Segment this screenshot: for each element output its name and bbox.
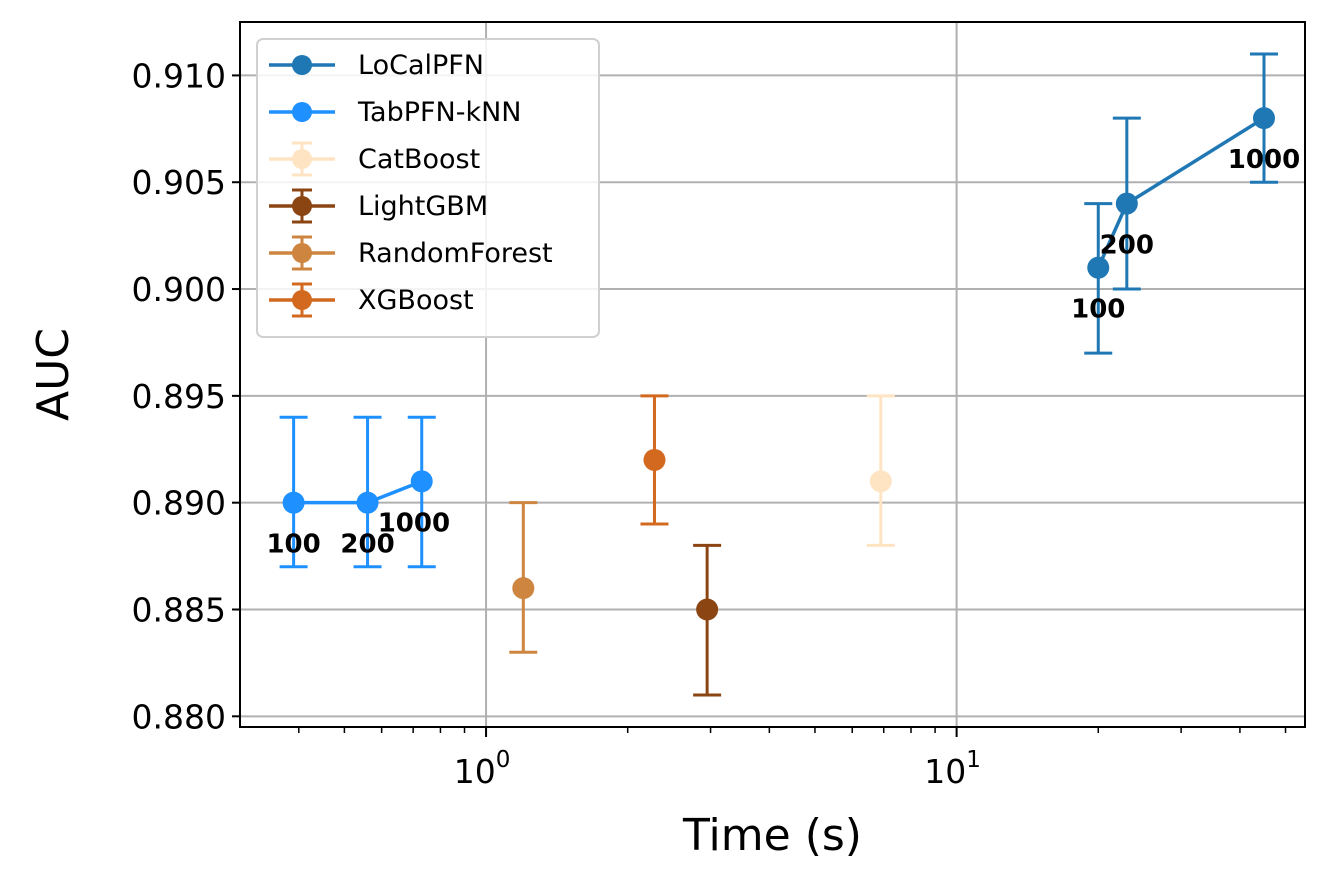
data-point bbox=[696, 598, 719, 621]
legend-label: LoCalPFN bbox=[358, 50, 484, 81]
series-catboost bbox=[866, 394, 895, 547]
legend-label: CatBoost bbox=[358, 144, 480, 175]
legend-entry-catboost: CatBoost bbox=[269, 141, 480, 177]
legend-label: TabPFN-kNN bbox=[357, 97, 522, 128]
legend: LoCalPFN TabPFN-kNN CatBoost LightGBM Random… bbox=[256, 38, 600, 338]
legend-box bbox=[256, 38, 600, 338]
data-point bbox=[1252, 107, 1275, 130]
point-label: 1000 bbox=[378, 508, 450, 538]
data-point bbox=[512, 577, 535, 600]
legend-marker bbox=[292, 55, 312, 75]
data-point bbox=[410, 470, 433, 493]
data-point bbox=[282, 491, 305, 514]
series-localpfn: 100 200 1000 bbox=[1071, 52, 1300, 355]
y-tick-label: 0.900 bbox=[132, 270, 226, 309]
legend-entry-randomforest: RandomForest bbox=[269, 235, 553, 271]
series-xgboost bbox=[640, 394, 669, 526]
point-label: 1000 bbox=[1228, 145, 1300, 175]
legend-marker bbox=[292, 102, 312, 122]
legend-label: XGBoost bbox=[358, 285, 474, 316]
data-point bbox=[643, 448, 666, 471]
y-tick-label: 0.910 bbox=[132, 56, 226, 95]
y-tick-label: 0.890 bbox=[132, 484, 226, 523]
legend-label: RandomForest bbox=[358, 238, 553, 269]
plot-frame bbox=[239, 21, 1306, 728]
data-point bbox=[356, 491, 379, 514]
x-axis-label: Time (s) bbox=[682, 810, 862, 861]
y-tick-label: 0.905 bbox=[132, 163, 226, 202]
legend-entry-tabpfn-knn: TabPFN-kNN bbox=[269, 97, 522, 128]
y-axis-label: AUC bbox=[28, 328, 79, 421]
point-label: 200 bbox=[340, 530, 394, 560]
y-tick-label: 0.895 bbox=[132, 377, 226, 416]
y-tick-label: 0.885 bbox=[132, 591, 226, 630]
legend-entry-lightgbm: LightGBM bbox=[269, 188, 488, 224]
data-point bbox=[1115, 192, 1138, 215]
legend-entry-xgboost: XGBoost bbox=[269, 282, 474, 318]
series-lightgbm bbox=[693, 543, 722, 697]
data-point bbox=[869, 470, 892, 493]
point-label: 200 bbox=[1100, 231, 1154, 261]
data-point bbox=[1087, 256, 1110, 279]
legend-marker bbox=[292, 149, 312, 169]
legend-marker bbox=[292, 290, 312, 310]
y-tick-label: 0.880 bbox=[132, 697, 226, 736]
legend-marker bbox=[292, 196, 312, 216]
legend-marker bbox=[292, 243, 312, 263]
series-randomforest bbox=[509, 501, 538, 654]
point-label: 100 bbox=[1071, 295, 1125, 325]
legend-label: LightGBM bbox=[358, 191, 488, 222]
legend-entry-localpfn: LoCalPFN bbox=[269, 50, 484, 81]
point-label: 100 bbox=[266, 530, 320, 560]
